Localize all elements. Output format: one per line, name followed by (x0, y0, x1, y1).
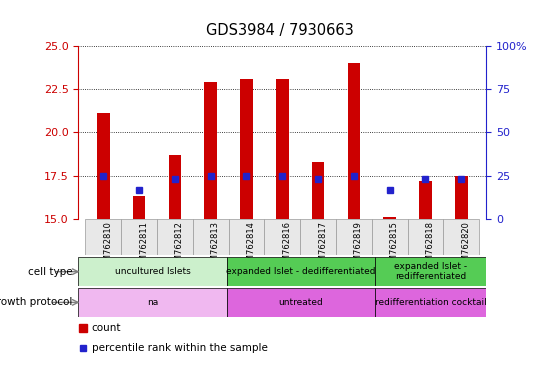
Text: percentile rank within the sample: percentile rank within the sample (92, 343, 268, 353)
Text: redifferentiation cocktail: redifferentiation cocktail (375, 298, 486, 307)
Bar (205, 83, 217, 219)
Bar (408, 219, 443, 255)
Bar (229, 219, 264, 255)
Bar (300, 219, 336, 255)
Text: GSM762811: GSM762811 (139, 221, 148, 271)
Bar (312, 162, 324, 219)
Text: uncultured Islets: uncultured Islets (115, 267, 190, 276)
Bar (157, 219, 193, 255)
Bar (226, 288, 375, 317)
Bar (78, 257, 226, 286)
Bar (276, 79, 288, 219)
Bar (375, 257, 486, 286)
Bar (264, 219, 300, 255)
Text: GSM762819: GSM762819 (354, 221, 363, 271)
Text: expanded Islet - dedifferentiated: expanded Islet - dedifferentiated (226, 267, 376, 276)
Bar (169, 155, 181, 219)
Bar (336, 219, 372, 255)
Bar (240, 79, 253, 219)
Bar (226, 257, 375, 286)
Text: GSM762818: GSM762818 (425, 221, 434, 272)
Bar (443, 219, 479, 255)
Bar (419, 181, 432, 219)
Bar (133, 197, 145, 219)
Bar (193, 219, 229, 255)
Text: GSM762817: GSM762817 (318, 221, 327, 272)
Bar (348, 63, 360, 219)
Text: GSM762812: GSM762812 (175, 221, 184, 271)
Text: na: na (147, 298, 158, 307)
Bar (375, 288, 486, 317)
Text: expanded Islet -
redifferentiated: expanded Islet - redifferentiated (394, 262, 467, 281)
Text: GDS3984 / 7930663: GDS3984 / 7930663 (206, 23, 353, 38)
Text: GSM762813: GSM762813 (211, 221, 220, 272)
Text: cell type: cell type (28, 266, 73, 277)
Bar (121, 219, 157, 255)
Bar (372, 219, 408, 255)
Text: GSM762814: GSM762814 (247, 221, 255, 271)
Bar (97, 114, 110, 219)
Text: untreated: untreated (278, 298, 323, 307)
Text: count: count (92, 323, 121, 333)
Text: GSM762820: GSM762820 (461, 221, 470, 271)
Bar (455, 176, 467, 219)
Text: growth protocol: growth protocol (0, 297, 73, 308)
Bar (86, 219, 121, 255)
Text: GSM762815: GSM762815 (390, 221, 399, 271)
Bar (383, 217, 396, 219)
Bar (78, 288, 226, 317)
Text: GSM762816: GSM762816 (282, 221, 291, 272)
Text: GSM762810: GSM762810 (103, 221, 112, 271)
